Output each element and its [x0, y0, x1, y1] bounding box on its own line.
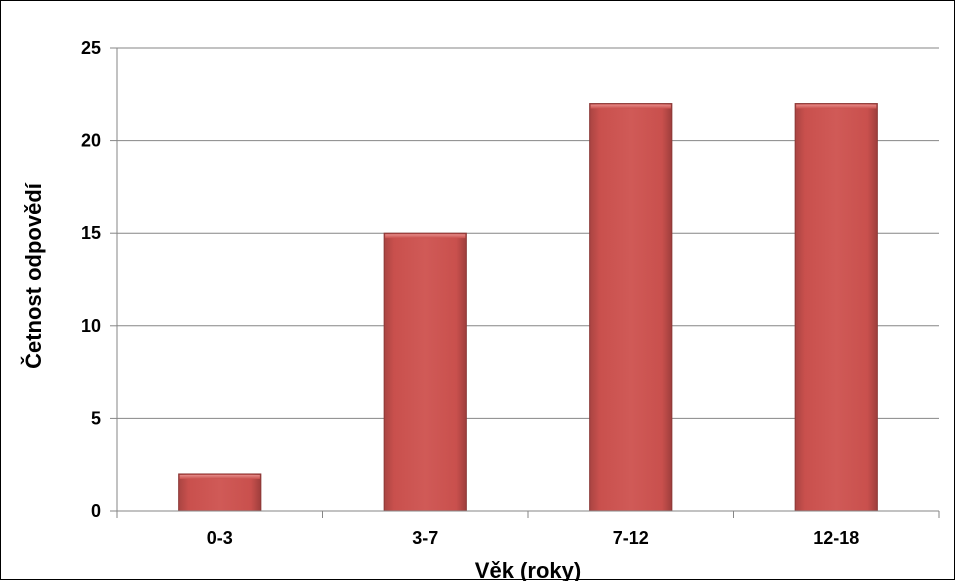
bar-bevel-3 — [796, 104, 877, 109]
bar-1 — [383, 232, 467, 512]
y-axis-title: Četnost odpovědí — [21, 182, 46, 369]
x-axis-title: Věk (roky) — [475, 558, 581, 581]
axes — [110, 47, 940, 518]
bar-bevel-2 — [590, 104, 671, 109]
tick-labels: 0 5 10 15 20 25 0-3 3-7 7-12 12-18 — [81, 38, 859, 548]
x-tick-label-2: 7-12 — [613, 528, 649, 548]
bar-body-3 — [794, 103, 878, 512]
y-tick-label-4: 20 — [81, 131, 101, 151]
y-tick-label-5: 25 — [81, 38, 101, 58]
x-tick-label-3: 12-18 — [813, 528, 859, 548]
y-tick-label-2: 10 — [81, 316, 101, 336]
bar-bevel-0 — [179, 474, 260, 479]
bar-body-0 — [178, 473, 262, 512]
y-tick-label-1: 5 — [91, 408, 101, 428]
bar-bevel-1 — [385, 234, 466, 239]
bar-0 — [178, 473, 262, 512]
bar-3 — [794, 103, 878, 512]
bar-body-1 — [383, 232, 467, 512]
bar-body-2 — [589, 103, 673, 512]
y-tick-label-0: 0 — [91, 501, 101, 521]
bars — [178, 103, 878, 512]
x-tick-label-0: 0-3 — [207, 528, 233, 548]
x-tick-label-1: 3-7 — [412, 528, 438, 548]
y-tick-label-3: 15 — [81, 223, 101, 243]
bar-2 — [589, 103, 673, 512]
